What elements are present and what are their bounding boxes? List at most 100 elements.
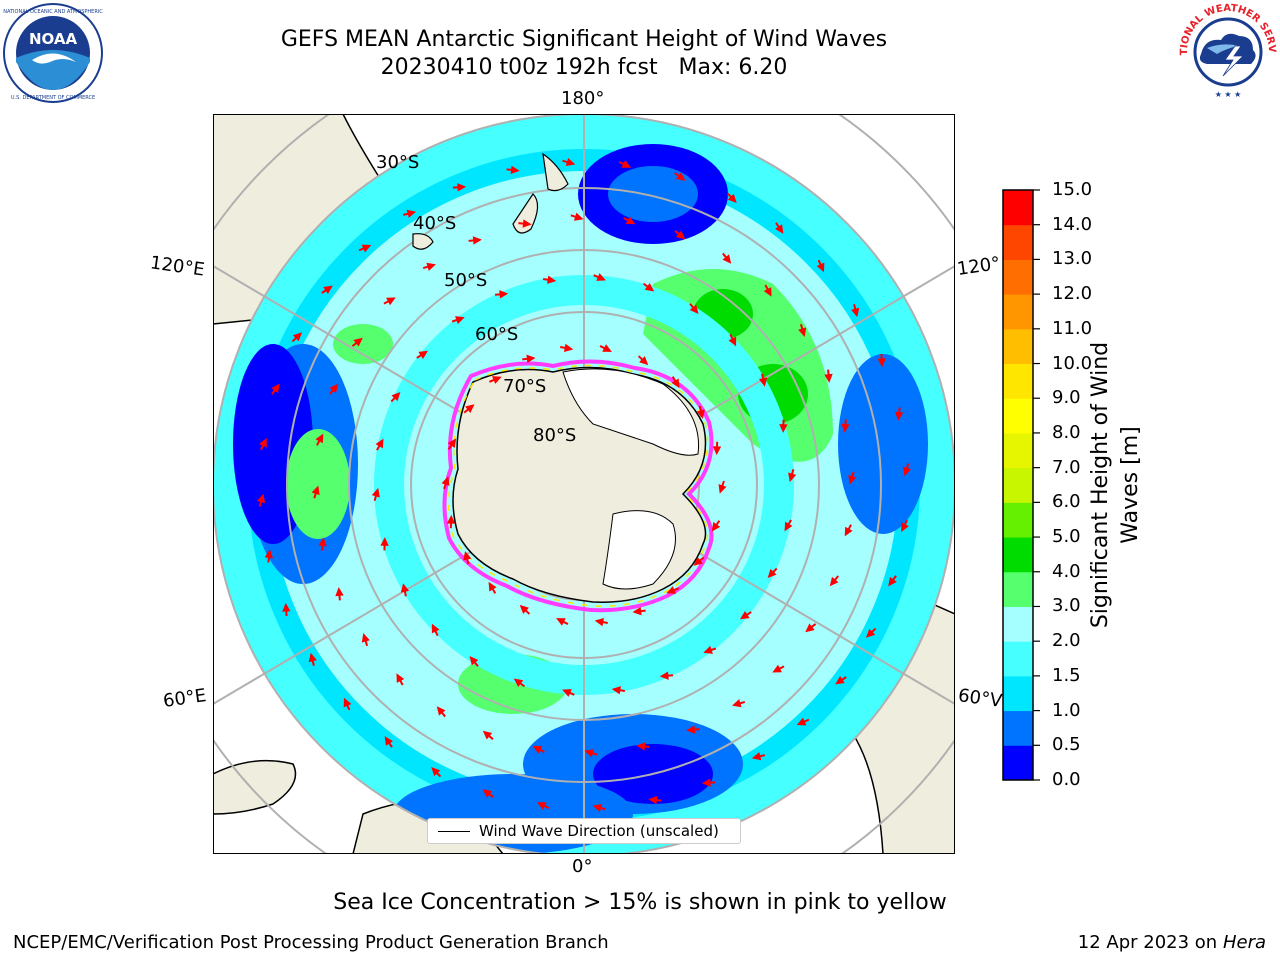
colorbar-tick-label: 14.0 [1052,213,1093,235]
colorbar-segment [1003,467,1033,503]
wave-direction-arrowhead [396,673,405,683]
wave-direction-arrowhead [264,549,274,559]
wave-direction-arrowhead [602,344,612,352]
wave-direction-arrowhead [767,568,777,579]
lon-label-180: 180° [561,88,605,109]
wave-direction-arrowhead [282,602,291,612]
wave-direction-arrowhead [469,656,479,666]
wave-direction-arrowhead [318,537,327,547]
wave-direction-arrowhead [689,304,699,314]
wave-direction-arrowhead [848,474,857,485]
wave-direction-arrowhead [400,583,410,593]
wave-direction-arrowhead [323,285,333,294]
wave-direction-arrowhead [361,244,372,253]
wave-direction-arrowhead [482,789,493,798]
colorbar-tick-label: 2.0 [1052,630,1081,652]
wave-direction-arrowhead [556,618,566,626]
wave-direction-arrowhead [671,378,680,389]
wave-direction-arrowhead [775,224,784,234]
colorbar-segment [1003,745,1033,781]
issue-date: 12 Apr 2023 on Hera [1077,932,1266,953]
wave-direction-arrowhead [739,611,750,620]
lon-label-60e: 60°E [161,685,208,712]
lat-label-40s: 40°S [413,213,457,234]
chart-title: GEFS MEAN Antarctic Significant Height o… [280,27,888,52]
svg-text:★ ★ ★: ★ ★ ★ [1215,90,1242,99]
wave-direction-arrowhead [772,664,782,673]
wave-direction-arrowhead [441,476,450,486]
wave-direction-arrowhead [463,551,472,561]
wave-direction-arrowhead [639,356,649,366]
colorbar-tick-label: 9.0 [1052,387,1081,409]
wave-direction-arrowhead [488,581,497,592]
wave-direction-arrowhead [675,230,686,240]
wave-direction-arrowhead [563,343,574,352]
colorbar-tick-label: 3.0 [1052,595,1081,617]
wave-direction-arrowhead [829,576,839,587]
wave-direction-arrowhead [844,526,853,537]
polar-map [213,114,955,854]
wave-direction-arrowhead [418,350,429,359]
wave-direction-arrowhead [259,437,267,448]
colorbar-segment [1003,537,1033,573]
colorbar-tick-label: 5.0 [1052,526,1081,548]
wave-direction-arrowhead [519,604,529,614]
wave-direction-arrowhead [696,409,705,419]
chart-subtitle: 20230410 t00z 192h fcst Max: 6.20 [380,55,788,80]
wave-direction-arrowhead [877,358,886,368]
wave-direction-arrowhead [386,297,396,306]
lon-label-120w: 120° [955,253,1002,280]
noaa-logo: NOAA NATIONAL OCEANIC AND ATMOSPHERIC U.… [3,3,103,103]
wave-direction-arrowhead [722,254,732,264]
colorbar-segment [1003,224,1033,260]
wave-direction-arrowhead [727,193,737,204]
wave-direction-arrowhead [805,623,815,633]
wave-direction-arrowhead [824,373,833,383]
wave-direction-arrowhead [758,377,768,387]
legend-label: Wind Wave Direction (unscaled) [479,822,719,840]
wave-direction-arrowhead [835,676,845,685]
lat-label-60s: 60°S [475,324,519,345]
wave-direction-arrowhead [648,795,658,805]
wave-direction-arrowhead [446,514,456,524]
colorbar-segment [1003,675,1033,712]
colorbar-tick-label: 0.0 [1052,769,1081,790]
wave-direction-arrowhead [361,633,370,643]
wave-direction-arrowhead [492,376,502,384]
wave-direction-arrowhead [353,337,363,347]
lon-label-120e: 120°E [148,252,206,281]
wave-direction-arrowhead [499,290,509,299]
wave-direction-arrowhead [851,307,860,318]
wave-direction-arrowhead [431,766,441,777]
wave-direction-arrowhead [728,336,737,347]
colorbar-tick-label: 0.5 [1052,734,1081,756]
lat-label-30s: 30°S [376,152,420,173]
wave-direction-arrowhead [513,678,524,688]
wave-direction-arrowhead [796,717,807,726]
wave-direction-arrowhead [644,282,655,292]
wave-direction-arrowhead [329,383,339,394]
wave-direction-arrowhead [592,803,603,813]
wave-direction-arrowhead [594,618,605,627]
colorbar-segment [1003,641,1033,677]
colorbar-segment [1003,328,1033,365]
lon-label-60w: 60°V [956,685,1004,712]
colorbar-segment [1003,432,1033,469]
wave-direction-arrowhead [625,216,636,225]
wave-direction-arrowhead [343,697,352,708]
wave-direction-arrowhead [308,652,317,663]
wave-direction-arrowhead [763,287,772,297]
colorbar [1002,189,1040,781]
sea-ice-note: Sea Ice Concentration > 15% is shown in … [333,890,947,915]
colorbar-tick-label: 1.5 [1052,664,1081,686]
wave-direction-arrowhead [391,391,401,402]
colorbar-segment [1003,571,1033,607]
wave-direction-arrowhead [436,706,446,716]
wave-direction-arrowhead [701,778,711,787]
wind-wave-arrows [256,157,912,813]
wave-direction-arrowhead [431,623,440,634]
wave-direction-arrowhead [472,236,482,245]
wave-direction-arrowhead [711,522,721,532]
wave-direction-arrowhead [375,438,384,449]
colorbar-segment [1003,363,1033,399]
